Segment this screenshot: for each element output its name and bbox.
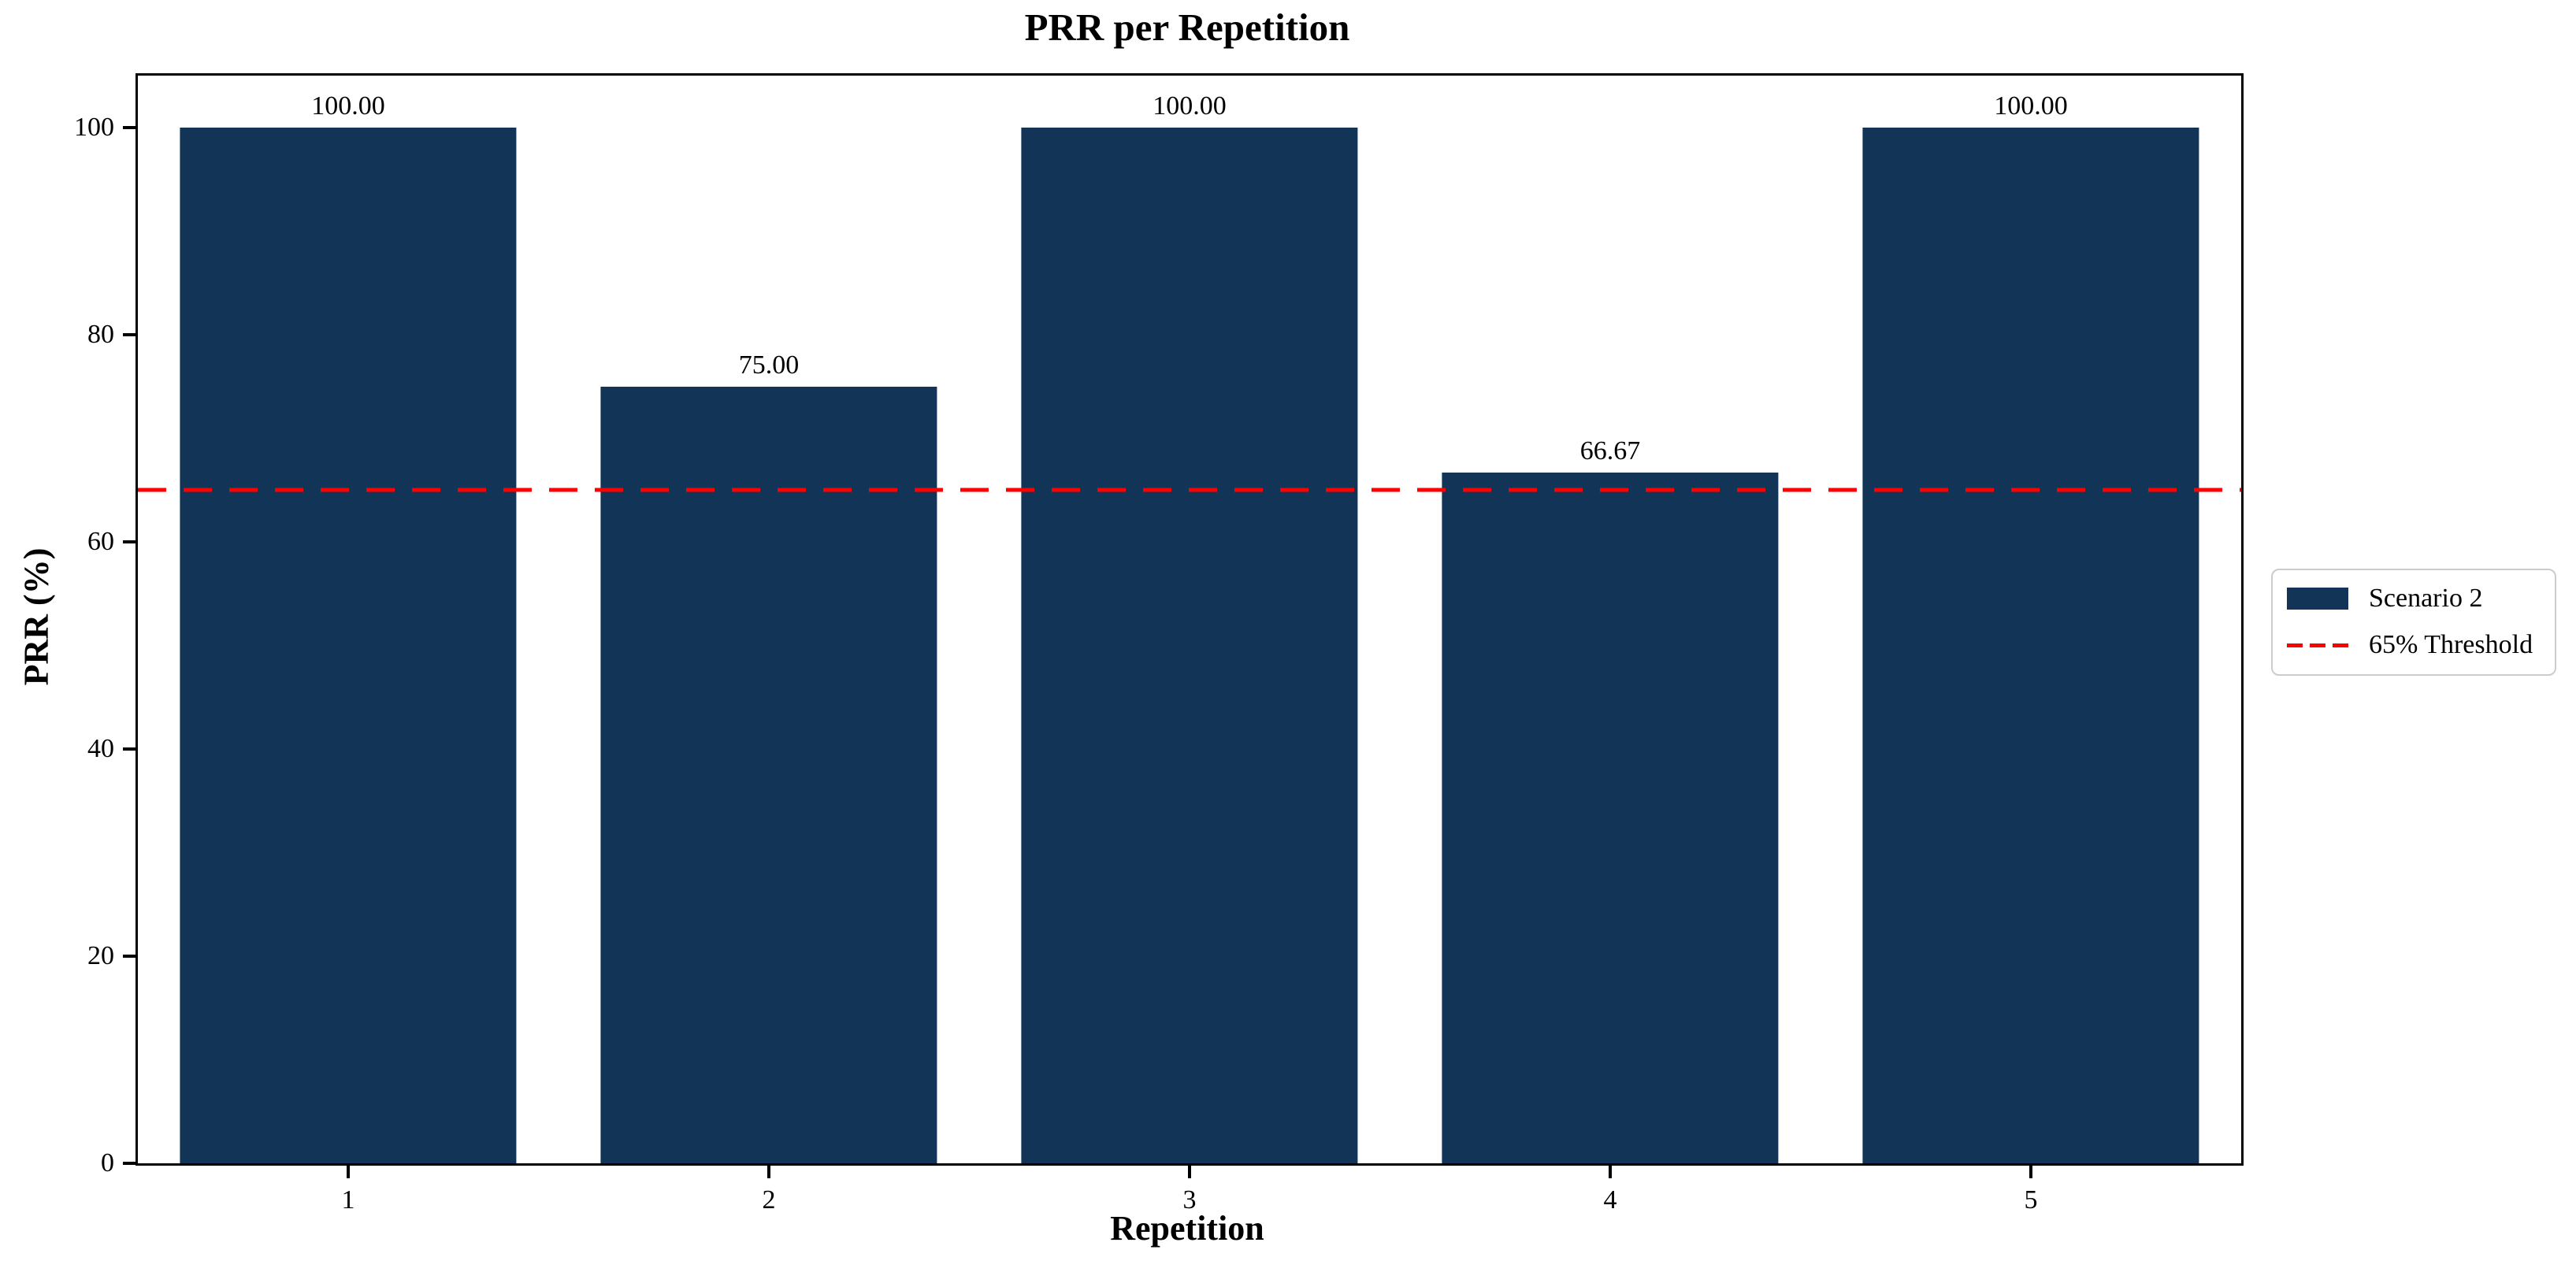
y-tick-label: 100 (74, 112, 114, 142)
legend-entry: Scenario 2 (2287, 583, 2541, 615)
bar-repetition-4 (1442, 473, 1779, 1163)
y-tick-label: 40 (87, 733, 114, 763)
bar-repetition-1 (180, 127, 517, 1163)
bar-value-label: 100.00 (1994, 91, 2068, 121)
bar-repetition-5 (1862, 127, 2199, 1163)
x-tick-mark (767, 1166, 770, 1178)
y-tick-label: 20 (87, 940, 114, 970)
legend-label: 65% Threshold (2369, 629, 2533, 659)
x-tick-label: 2 (762, 1185, 776, 1215)
y-tick-mark (123, 747, 135, 751)
x-axis-label: Repetition (1110, 1209, 1264, 1248)
x-tick-label: 5 (2024, 1185, 2038, 1215)
y-tick-mark (123, 540, 135, 543)
legend-entry: 65% Threshold (2287, 629, 2541, 662)
legend-patch-swatch (2287, 588, 2348, 610)
legend: Scenario 2 65% Threshold (2271, 569, 2556, 676)
x-tick-label: 4 (1603, 1185, 1617, 1215)
legend-label: Scenario 2 (2369, 584, 2483, 613)
threshold-line (138, 488, 2241, 492)
chart-title: PRR per Repetition (1024, 6, 1350, 49)
y-tick-label: 80 (87, 319, 114, 349)
y-tick-mark (123, 125, 135, 129)
y-tick-mark (123, 954, 135, 958)
x-tick-mark (1609, 1166, 1612, 1178)
plot-area: 0 20 40 60 80 100 100.00 1 75.00 2 100.00 3 66.67 4 10… (74, 73, 2244, 1214)
x-tick-label: 3 (1182, 1185, 1197, 1215)
y-axis-label: PRR (%) (17, 547, 56, 686)
bar-repetition-2 (600, 386, 937, 1163)
y-tick-mark (123, 332, 135, 336)
bar-value-label: 75.00 (738, 350, 800, 380)
bar-value-label: 66.67 (1579, 436, 1641, 466)
x-tick-mark (2029, 1166, 2032, 1178)
x-tick-mark (1188, 1166, 1191, 1178)
bar-repetition-3 (1021, 127, 1358, 1163)
y-tick-label: 60 (87, 526, 114, 556)
y-tick-mark (123, 1162, 135, 1165)
y-tick-label: 0 (101, 1148, 114, 1177)
legend-dashed-line-swatch (2287, 643, 2348, 647)
x-tick-mark (347, 1166, 350, 1178)
bar-value-label: 100.00 (1153, 91, 1227, 121)
bar-value-label: 100.00 (311, 91, 385, 121)
x-tick-label: 1 (341, 1185, 355, 1215)
